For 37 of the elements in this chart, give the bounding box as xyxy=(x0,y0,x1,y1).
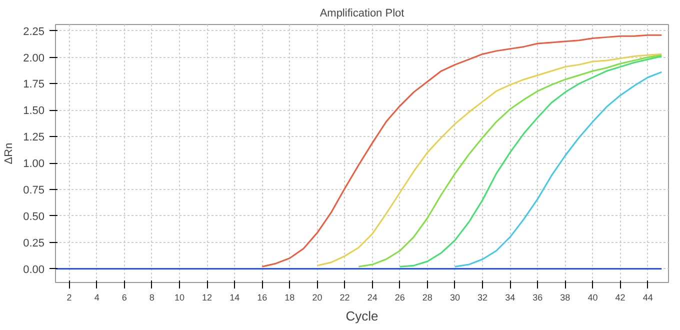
x-tick-label: 14 xyxy=(230,292,240,302)
x-tick-label: 18 xyxy=(284,292,295,302)
x-tick-label: 8 xyxy=(149,292,154,302)
x-tick-label: 26 xyxy=(394,292,405,302)
x-tick-label: 32 xyxy=(478,292,488,302)
x-tick-label: 44 xyxy=(642,292,653,302)
x-tick-label: 16 xyxy=(257,292,268,302)
line-series xyxy=(454,71,662,268)
y-tick-label: 1.75 xyxy=(23,78,45,91)
x-tick-label: 6 xyxy=(122,292,127,302)
y-tick-label: 1.50 xyxy=(23,105,45,118)
x-tick-label: 38 xyxy=(560,292,570,302)
x-tick-label: 22 xyxy=(340,292,350,302)
x-tick-label: 20 xyxy=(312,292,322,302)
y-tick-label: 2.00 xyxy=(23,52,45,64)
x-axis-title: Cycle xyxy=(346,308,378,324)
y-tick-label: 1.25 xyxy=(23,132,45,144)
y-tick-label: 0.50 xyxy=(23,210,45,223)
y-tick-label: 2.25 xyxy=(23,26,45,38)
y-tick-label: 1.00 xyxy=(23,158,45,170)
x-tick-label: 4 xyxy=(94,292,100,302)
x-tick-label: 30 xyxy=(450,292,460,302)
chart-title: Amplification Plot xyxy=(320,8,404,20)
x-tick-label: 40 xyxy=(588,292,598,302)
y-tick-label: 0.00 xyxy=(23,264,45,276)
y-tick-label: 0.25 xyxy=(23,237,45,250)
x-tick-label: 24 xyxy=(367,292,378,302)
line-series xyxy=(261,34,662,268)
x-tick-label: 28 xyxy=(422,292,432,302)
x-tick-label: 34 xyxy=(505,292,516,302)
y-tick-label: 0.75 xyxy=(23,184,45,196)
x-tick-label: 42 xyxy=(615,292,626,302)
x-tick-label: 2 xyxy=(66,292,72,302)
x-tick-label: 36 xyxy=(532,292,543,302)
y-axis-title: ΔRn xyxy=(3,142,16,164)
x-tick-label: 12 xyxy=(202,292,212,302)
x-tick-label: 10 xyxy=(174,292,184,302)
